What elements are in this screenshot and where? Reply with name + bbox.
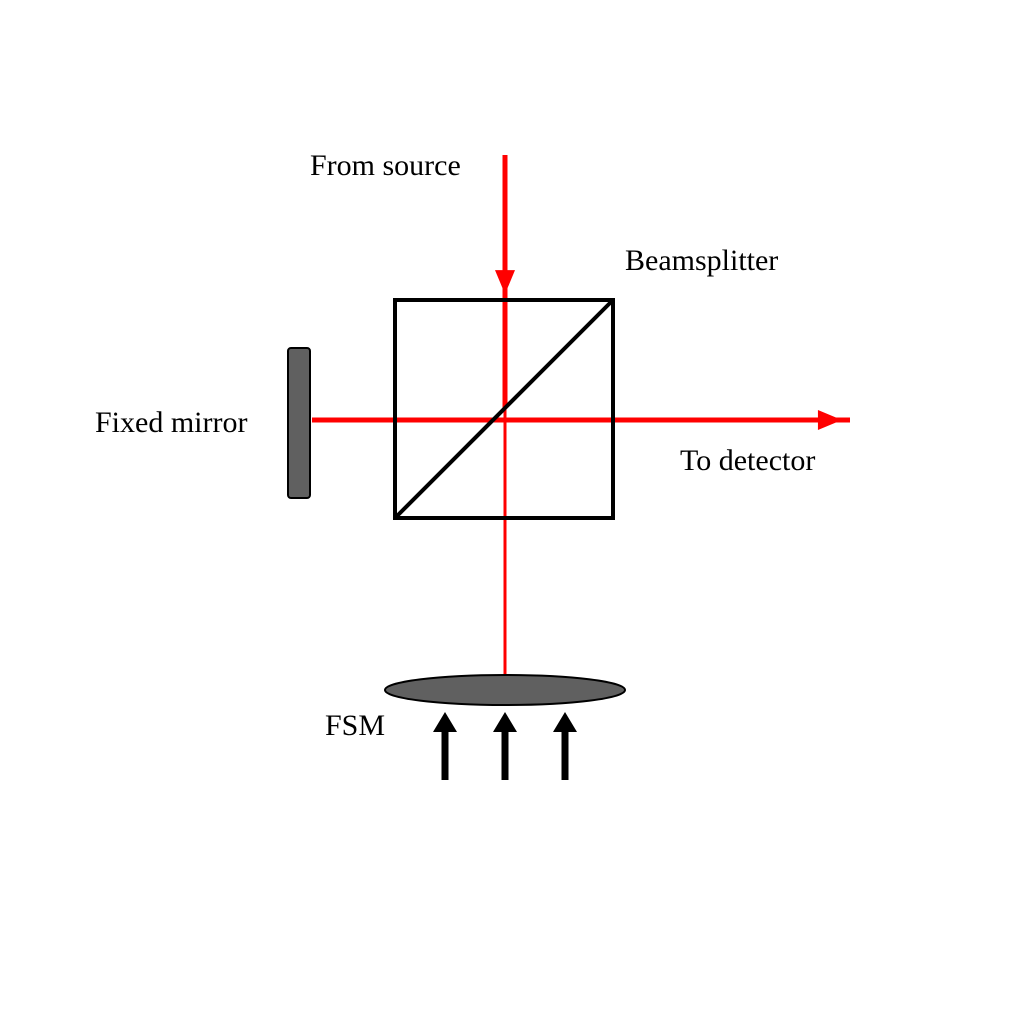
fsm-actuator-arrows — [433, 712, 577, 780]
label-fsm: FSM — [325, 709, 385, 742]
label-from-source: From source — [310, 149, 461, 182]
fixed-mirror — [288, 348, 310, 498]
label-beamsplitter: Beamsplitter — [625, 244, 778, 277]
fsm-mirror — [385, 675, 625, 705]
beam-group — [312, 155, 850, 678]
label-fixed-mirror: Fixed mirror — [95, 406, 247, 439]
label-to-detector: To detector — [680, 444, 815, 477]
